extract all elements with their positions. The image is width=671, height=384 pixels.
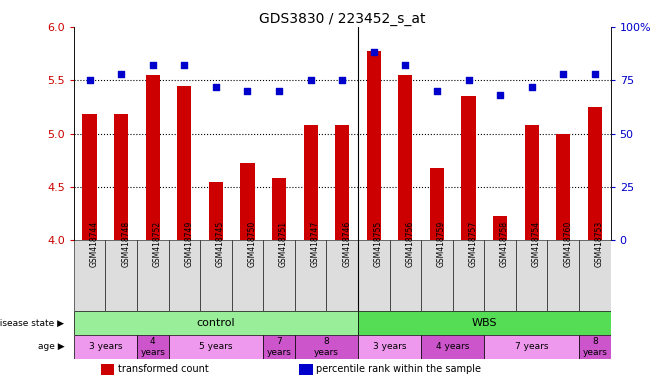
Bar — [101, 364, 114, 375]
Text: 4 years: 4 years — [436, 343, 470, 351]
Text: GSM418748: GSM418748 — [121, 221, 130, 267]
Text: 8
years: 8 years — [582, 337, 607, 357]
Text: control: control — [197, 318, 236, 328]
FancyBboxPatch shape — [168, 335, 263, 359]
Text: 3 years: 3 years — [373, 343, 407, 351]
Text: 7
years: 7 years — [266, 337, 291, 357]
Bar — [240, 164, 254, 240]
FancyBboxPatch shape — [105, 240, 137, 311]
FancyBboxPatch shape — [326, 240, 358, 311]
Point — [431, 88, 442, 94]
Bar — [335, 125, 350, 240]
Point — [85, 77, 95, 83]
Bar — [272, 179, 286, 240]
Text: GSM418758: GSM418758 — [500, 221, 509, 267]
Bar — [462, 96, 476, 240]
Text: GSM418752: GSM418752 — [153, 221, 162, 267]
Text: 8
years: 8 years — [314, 337, 339, 357]
Point — [589, 71, 600, 77]
Point — [116, 71, 127, 77]
Point — [337, 77, 348, 83]
Text: GSM418744: GSM418744 — [90, 221, 99, 267]
FancyBboxPatch shape — [358, 335, 421, 359]
Bar — [525, 125, 539, 240]
Text: GSM418749: GSM418749 — [185, 221, 193, 267]
FancyBboxPatch shape — [74, 335, 137, 359]
Bar — [83, 114, 97, 240]
FancyBboxPatch shape — [484, 335, 579, 359]
Point — [526, 84, 537, 90]
Bar — [146, 75, 160, 240]
Text: GSM418760: GSM418760 — [563, 221, 572, 267]
FancyBboxPatch shape — [137, 335, 168, 359]
Text: 7 years: 7 years — [515, 343, 548, 351]
Text: GSM418757: GSM418757 — [468, 221, 478, 267]
Text: disease state ▶: disease state ▶ — [0, 319, 64, 328]
Point — [558, 71, 568, 77]
Point — [179, 62, 190, 68]
FancyBboxPatch shape — [295, 335, 358, 359]
Text: GSM418745: GSM418745 — [216, 221, 225, 267]
FancyBboxPatch shape — [74, 240, 105, 311]
Text: GSM418746: GSM418746 — [342, 221, 351, 267]
Text: GSM418756: GSM418756 — [405, 221, 415, 267]
Bar — [114, 114, 128, 240]
Point — [463, 77, 474, 83]
FancyBboxPatch shape — [74, 311, 358, 335]
Bar — [493, 216, 507, 240]
Text: GSM418753: GSM418753 — [595, 221, 604, 267]
Text: 3 years: 3 years — [89, 343, 122, 351]
FancyBboxPatch shape — [231, 240, 263, 311]
FancyBboxPatch shape — [579, 240, 611, 311]
FancyBboxPatch shape — [548, 240, 579, 311]
FancyBboxPatch shape — [390, 240, 421, 311]
Point — [368, 50, 379, 56]
FancyBboxPatch shape — [421, 240, 453, 311]
Text: percentile rank within the sample: percentile rank within the sample — [317, 364, 482, 374]
FancyBboxPatch shape — [421, 335, 484, 359]
Text: GSM418755: GSM418755 — [374, 221, 382, 267]
Text: GSM418759: GSM418759 — [437, 221, 446, 267]
Point — [274, 88, 285, 94]
Text: 4
years: 4 years — [140, 337, 165, 357]
FancyBboxPatch shape — [137, 240, 168, 311]
FancyBboxPatch shape — [358, 311, 611, 335]
FancyBboxPatch shape — [516, 240, 548, 311]
Title: GDS3830 / 223452_s_at: GDS3830 / 223452_s_at — [259, 12, 425, 26]
Point — [305, 77, 316, 83]
Text: GSM418751: GSM418751 — [279, 221, 288, 267]
FancyBboxPatch shape — [263, 240, 295, 311]
FancyBboxPatch shape — [263, 335, 295, 359]
FancyBboxPatch shape — [484, 240, 516, 311]
Text: GSM418750: GSM418750 — [248, 221, 256, 267]
FancyBboxPatch shape — [453, 240, 484, 311]
Point — [242, 88, 253, 94]
FancyBboxPatch shape — [358, 240, 390, 311]
Bar — [209, 182, 223, 240]
Point — [400, 62, 411, 68]
Point — [211, 84, 221, 90]
FancyBboxPatch shape — [295, 240, 326, 311]
Point — [148, 62, 158, 68]
Bar — [430, 168, 444, 240]
Bar — [299, 364, 313, 375]
Bar — [588, 107, 602, 240]
Text: GSM418747: GSM418747 — [311, 221, 319, 267]
Text: GSM418754: GSM418754 — [531, 221, 541, 267]
Text: transformed count: transformed count — [118, 364, 209, 374]
Text: age ▶: age ▶ — [38, 343, 64, 351]
Bar — [177, 86, 191, 240]
FancyBboxPatch shape — [200, 240, 231, 311]
Bar — [399, 75, 413, 240]
Text: WBS: WBS — [472, 318, 497, 328]
Bar — [556, 134, 570, 240]
Bar — [366, 51, 381, 240]
Text: 5 years: 5 years — [199, 343, 233, 351]
FancyBboxPatch shape — [579, 335, 611, 359]
Bar — [303, 125, 318, 240]
Point — [495, 92, 505, 98]
FancyBboxPatch shape — [168, 240, 200, 311]
